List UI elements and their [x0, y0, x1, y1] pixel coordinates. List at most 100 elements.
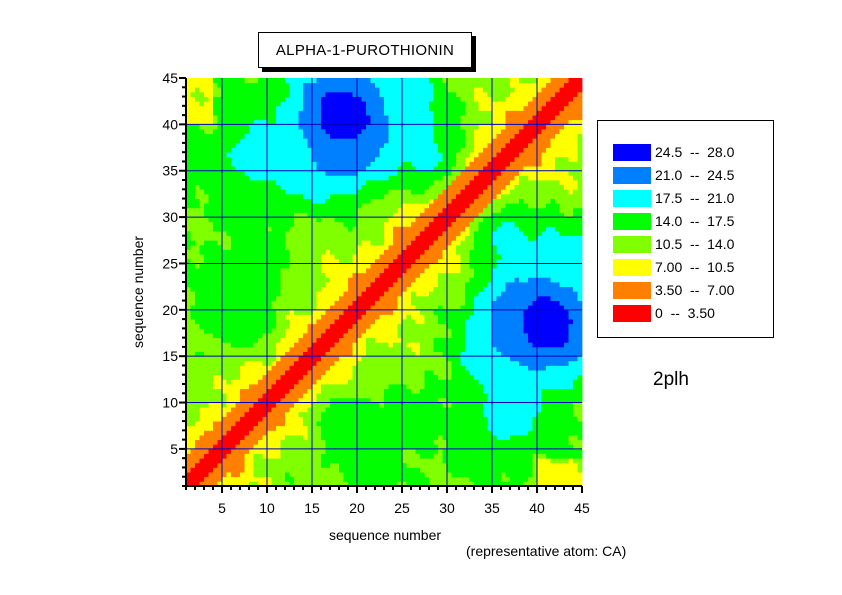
- heatmap-cell: [424, 356, 430, 362]
- heatmap-cell: [357, 254, 362, 260]
- heatmap-cell: [352, 207, 358, 213]
- heatmap-cell: [424, 189, 430, 195]
- heatmap-cell: [370, 82, 376, 88]
- heatmap-cell: [235, 142, 241, 148]
- heatmap-cell: [280, 101, 286, 107]
- heatmap-cell: [316, 295, 322, 301]
- heatmap-cell: [343, 170, 349, 176]
- heatmap-cell: [406, 379, 412, 385]
- heatmap-cell: [231, 481, 236, 487]
- heatmap-cell: [334, 323, 340, 329]
- heatmap-cell: [424, 314, 430, 320]
- heatmap-cell: [357, 180, 362, 186]
- heatmap-cell: [343, 198, 349, 204]
- heatmap-cell: [276, 319, 281, 325]
- heatmap-cell: [294, 402, 299, 408]
- heatmap-cell: [433, 91, 439, 97]
- heatmap-cell: [352, 388, 358, 394]
- heatmap-cell: [249, 282, 254, 288]
- heatmap-cell: [267, 448, 272, 454]
- heatmap-cell: [312, 416, 317, 422]
- heatmap-cell: [438, 416, 443, 422]
- heatmap-cell: [339, 397, 344, 403]
- heatmap-cell: [379, 481, 385, 487]
- heatmap-cell: [357, 444, 362, 450]
- heatmap-cell: [267, 203, 272, 209]
- heatmap-cell: [208, 411, 214, 417]
- heatmap-cell: [204, 388, 209, 394]
- heatmap-cell: [190, 467, 196, 473]
- heatmap-cell: [420, 346, 425, 352]
- heatmap-cell: [393, 277, 398, 283]
- heatmap-cell: [424, 226, 430, 232]
- heatmap-cell: [190, 254, 196, 260]
- heatmap-cell: [208, 462, 214, 468]
- heatmap-cell: [366, 152, 371, 158]
- heatmap-cell: [217, 101, 223, 107]
- heatmap-cell: [267, 268, 272, 274]
- heatmap-cell: [186, 101, 191, 107]
- heatmap-cell: [249, 421, 254, 427]
- heatmap-cell: [222, 328, 227, 334]
- heatmap-cell: [217, 226, 223, 232]
- heatmap-cell: [235, 161, 241, 167]
- heatmap-cell: [348, 198, 353, 204]
- heatmap-cell: [298, 314, 304, 320]
- heatmap-cell: [393, 221, 398, 227]
- heatmap-cell: [294, 138, 299, 144]
- heatmap-cell: [213, 384, 218, 390]
- heatmap-cell: [222, 138, 227, 144]
- heatmap-cell: [343, 166, 349, 172]
- heatmap-cell: [348, 184, 353, 190]
- heatmap-cell: [235, 189, 241, 195]
- heatmap-cell: [370, 416, 376, 422]
- heatmap-cell: [262, 319, 268, 325]
- heatmap-cell: [235, 462, 241, 468]
- heatmap-cell: [226, 286, 232, 292]
- heatmap-cell: [361, 295, 367, 301]
- heatmap-cell: [231, 203, 236, 209]
- heatmap-cell: [244, 360, 250, 366]
- heatmap-cell: [379, 268, 385, 274]
- heatmap-cell: [388, 189, 394, 195]
- heatmap-cell: [231, 189, 236, 195]
- heatmap-cell: [262, 365, 268, 371]
- heatmap-cell: [388, 351, 394, 357]
- heatmap-cell: [280, 458, 286, 464]
- heatmap-cell: [298, 272, 304, 278]
- heatmap-cell: [379, 175, 385, 181]
- heatmap-cell: [379, 119, 385, 125]
- heatmap-cell: [289, 351, 295, 357]
- heatmap-cell: [271, 87, 277, 93]
- heatmap-cell: [411, 476, 416, 482]
- heatmap-cell: [208, 416, 214, 422]
- heatmap-cell: [204, 82, 209, 88]
- heatmap-cell: [420, 193, 425, 199]
- heatmap-cell: [262, 254, 268, 260]
- heatmap-cell: [289, 360, 295, 366]
- heatmap-cell: [393, 105, 398, 111]
- heatmap-cell: [411, 356, 416, 362]
- heatmap-cell: [388, 193, 394, 199]
- heatmap-cell: [433, 411, 439, 417]
- heatmap-cell: [307, 435, 313, 441]
- heatmap-cell: [222, 133, 227, 139]
- heatmap-cell: [312, 458, 317, 464]
- heatmap-cell: [258, 435, 263, 441]
- heatmap-cell: [379, 342, 385, 348]
- heatmap-cell: [244, 124, 250, 130]
- heatmap-cell: [375, 435, 380, 441]
- heatmap-cell: [267, 221, 272, 227]
- heatmap-cell: [312, 309, 317, 315]
- heatmap-cell: [402, 203, 407, 209]
- heatmap-cell: [424, 291, 430, 297]
- heatmap-cell: [258, 110, 263, 116]
- heatmap-cell: [307, 161, 313, 167]
- heatmap-cell: [388, 430, 394, 436]
- heatmap-cell: [199, 476, 205, 482]
- heatmap-cell: [438, 309, 443, 315]
- heatmap-cell: [348, 397, 353, 403]
- heatmap-cell: [222, 388, 227, 394]
- heatmap-cell: [231, 272, 236, 278]
- heatmap-cell: [397, 300, 403, 306]
